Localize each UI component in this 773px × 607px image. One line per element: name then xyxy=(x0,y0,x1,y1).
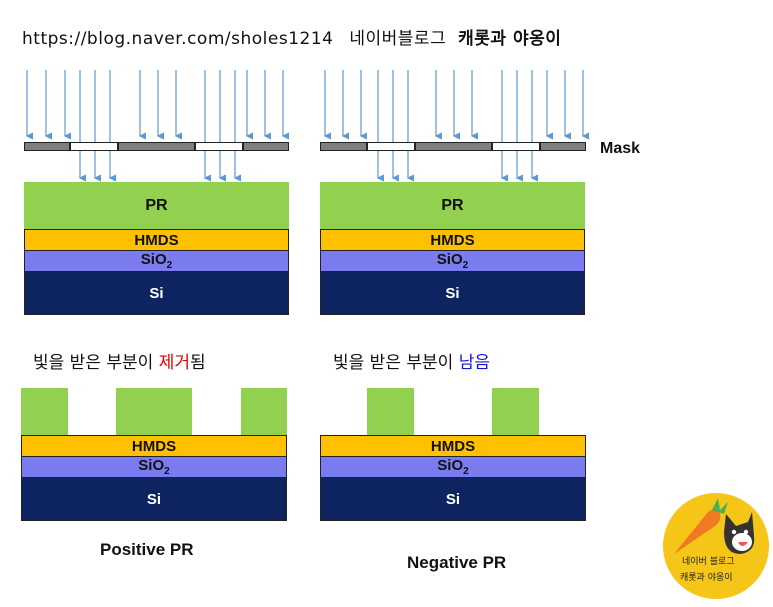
photoresist-layer: PR xyxy=(320,182,585,230)
sio2-label: SiO2 xyxy=(138,457,170,477)
mask-opening xyxy=(367,142,415,151)
si-substrate: Si xyxy=(320,477,586,521)
pr-remaining-block xyxy=(116,388,192,436)
pr-label: PR xyxy=(145,197,168,214)
mask-opening xyxy=(70,142,118,151)
hmds-label: HMDS xyxy=(131,437,177,455)
light-arrows xyxy=(25,70,589,182)
sio2-layer: SiO2 xyxy=(320,456,586,478)
hmds-layer: HMDS xyxy=(320,229,585,251)
si-label: Si xyxy=(149,284,164,302)
sio2-label: SiO2 xyxy=(437,457,469,477)
mask-label: Mask xyxy=(600,140,641,157)
blog-logo: 네이버 블로그 캐롯과 야옹이 xyxy=(662,492,770,600)
hmds-layer: HMDS xyxy=(21,435,287,457)
sio2-layer: SiO2 xyxy=(21,456,287,478)
pr-remaining-block xyxy=(492,388,539,436)
si-label: Si xyxy=(445,490,461,508)
blog-name: 캐롯과 야옹이 xyxy=(458,29,562,49)
negative-description: 빛을 받은 부분이 남음 xyxy=(333,353,490,373)
si-label: Si xyxy=(146,490,162,508)
positive-pr-caption: Positive PR xyxy=(100,540,194,559)
negative-pr-caption: Negative PR xyxy=(407,553,507,572)
positive-highlight: 제거 xyxy=(158,353,190,373)
pr-remaining-block xyxy=(21,388,68,436)
hmds-layer: HMDS xyxy=(320,435,586,457)
mask-segment xyxy=(243,142,289,151)
pr-remaining-block xyxy=(367,388,414,436)
sio2-layer: SiO2 xyxy=(24,250,289,272)
sio2-label: SiO2 xyxy=(436,251,469,271)
si-substrate: Si xyxy=(320,271,585,315)
hmds-label: HMDS xyxy=(134,231,179,249)
pr-label: PR xyxy=(441,197,464,214)
negative-highlight: 남음 xyxy=(458,353,490,373)
hmds-label: HMDS xyxy=(430,231,475,249)
mask-opening xyxy=(195,142,243,151)
mask-opening xyxy=(492,142,540,151)
si-substrate: Si xyxy=(21,477,287,521)
cat-icon xyxy=(724,512,755,554)
mask-segment xyxy=(320,142,367,151)
pr-remaining-block xyxy=(241,388,287,436)
mask-segment xyxy=(118,142,195,151)
hmds-layer: HMDS xyxy=(24,229,289,251)
mask-segment xyxy=(24,142,70,151)
hmds-label: HMDS xyxy=(430,437,476,455)
mask-segment xyxy=(415,142,492,151)
blog-label: 네이버블로그 xyxy=(349,29,447,49)
logo-line1: 네이버 블로그 xyxy=(682,557,735,567)
carrot-icon xyxy=(674,498,728,554)
photoresist-layer: PR xyxy=(24,182,289,230)
blog-url: https://blog.naver.com/sholes1214 xyxy=(22,29,334,49)
si-substrate: Si xyxy=(24,271,289,315)
sio2-layer: SiO2 xyxy=(320,250,585,272)
logo-line2: 캐롯과 야옹이 xyxy=(680,573,733,583)
mask-segment xyxy=(540,142,586,151)
sio2-label: SiO2 xyxy=(140,251,173,271)
positive-description: 빛을 받은 부분이 제거됨 xyxy=(33,353,206,373)
blog-url-header: https://blog.naver.com/sholes1214 네이버블로그… xyxy=(22,24,561,49)
si-label: Si xyxy=(445,284,460,302)
